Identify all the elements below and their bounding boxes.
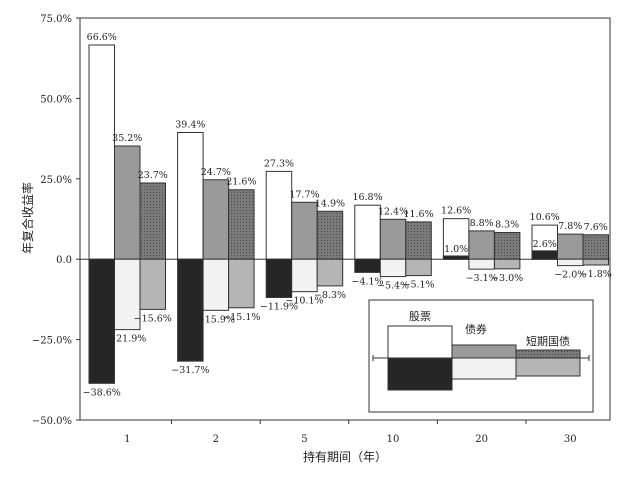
bar-max-0-5 [265,170,293,260]
bar-max-1-2 [202,179,230,260]
y-tick-label: 0.0 [56,255,72,266]
data-label-min: −2.0% [554,270,586,281]
y-tick-label: −25.0% [32,336,72,347]
bar-min-1-2 [202,258,230,311]
bar-min-0-1 [88,258,115,384]
bar-min-1-30 [557,258,584,267]
data-label-max: 39.4% [175,119,205,130]
data-label-min: −15.6% [134,313,172,324]
y-tick-label: −50.0% [32,416,72,427]
bar-min-0-10 [354,258,381,273]
data-label-min: −21.9% [108,334,146,345]
x-tick-label: 10 [387,434,400,445]
data-label-max: 66.6% [87,32,117,43]
y-tick-label: 75.0% [40,14,72,25]
bar-min-2-5 [316,258,344,287]
legend-swatch-max [515,349,581,359]
bar-max-0-2 [177,131,204,260]
x-tick-label: 1 [124,434,130,445]
bar-min-0-20 [442,255,470,260]
data-label-max: 7.8% [558,221,582,232]
data-label-min: −8.3% [314,290,346,301]
data-label-max: 24.7% [201,167,231,178]
bar-min-1-20 [468,258,495,270]
bar-max-2-1 [139,182,166,260]
data-label-max: 12.6% [441,206,471,217]
data-label-min: −1.8% [580,269,612,280]
bar-max-1-1 [114,145,141,260]
x-tick-label: 30 [564,434,577,445]
data-label-min: −31.7% [171,365,209,376]
bar-max-2-30 [582,234,609,260]
data-label-max: 16.8% [352,192,382,203]
bar-min-1-10 [379,258,407,278]
data-label-max: 12.4% [378,206,408,217]
data-label-min: −5.4% [377,281,409,292]
data-label-min: −4.1% [351,276,383,287]
data-label-max: 7.6% [584,222,608,233]
data-label-min: −10.1% [285,296,323,307]
legend-swatch-min [387,357,453,391]
bar-max-0-1 [88,44,115,260]
legend-swatch-min [451,357,517,380]
bar-max-2-20 [493,232,521,260]
data-label-min: 2.6% [533,239,557,250]
data-label-max: 14.9% [315,198,345,209]
data-label-max: 21.6% [226,177,256,188]
data-label-max: 35.2% [112,133,142,144]
bar-min-1-5 [291,258,318,293]
bar-max-1-30 [557,233,584,260]
data-label-max: 8.3% [495,220,519,231]
bar-min-2-2 [228,258,255,309]
plot-frame [79,17,611,421]
legend-swatch-max [451,344,517,359]
bar-max-1-10 [379,218,407,260]
x-tick-label: 5 [301,434,307,445]
data-label-min: 1.0% [444,244,468,255]
y-tick-label: 25.0% [40,175,72,186]
bar-min-0-30 [531,250,558,260]
data-label-max: 11.6% [403,209,433,220]
bar-min-2-1 [139,258,166,310]
data-label-min: −3.0% [491,273,523,284]
legend-label: 短期国债 [526,334,570,348]
x-tick-label: 20 [475,434,488,445]
data-label-min: −15.9% [197,314,235,325]
data-label-min: −11.9% [260,301,298,312]
bar-max-1-20 [468,230,495,260]
bar-min-2-30 [582,258,609,266]
bar-min-2-10 [405,258,432,277]
bar-min-0-2 [177,258,204,362]
x-axis-label: 持有期间（年） [303,449,387,464]
bar-max-2-5 [316,210,344,260]
bar-max-0-10 [354,204,381,260]
bar-min-2-20 [493,258,521,270]
legend-swatch-min [515,357,581,377]
legend-label: 股票 [409,310,431,323]
data-label-max: 23.7% [138,170,168,181]
bar-max-2-2 [228,189,255,260]
bar-max-2-10 [405,221,432,260]
y-tick-label: 50.0% [40,94,72,105]
legend-swatch-max [387,325,453,359]
legend-label: 债券 [465,322,487,336]
data-label-max: 17.7% [289,189,319,200]
data-label-max: 10.6% [530,212,560,223]
data-label-min: −15.1% [222,312,260,323]
bar-max-1-5 [291,201,318,260]
x-tick-label: 2 [213,434,219,445]
y-axis-label: 年复合收益率 [20,182,35,254]
data-label-max: 8.8% [470,218,494,229]
data-label-max: 27.3% [264,158,294,169]
bar-min-0-5 [265,258,293,298]
data-label-min: −38.6% [83,387,121,398]
data-label-min: −3.1% [466,273,498,284]
data-label-min: −5.1% [402,280,434,291]
